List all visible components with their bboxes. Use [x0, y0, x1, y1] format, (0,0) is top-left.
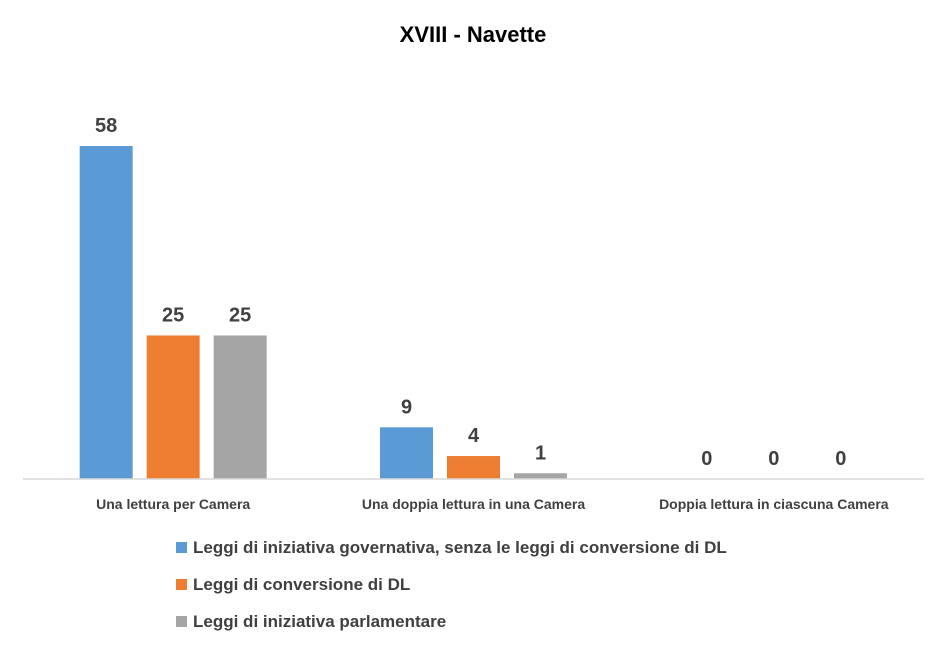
bar: [514, 473, 567, 479]
data-label: 25: [229, 304, 251, 326]
x-tick-label: Doppia lettura in ciascuna Camera: [659, 496, 889, 512]
bar: [146, 335, 200, 479]
data-label: 1: [535, 442, 546, 464]
x-tick-label: Una doppia lettura in una Camera: [362, 496, 585, 512]
x-axis-ticks: Una lettura per Camera Una doppia lettura…: [96, 496, 889, 512]
x-tick-label: Una lettura per Camera: [96, 496, 250, 512]
bar: [447, 456, 500, 479]
bar: [213, 335, 267, 479]
data-label: 4: [468, 425, 480, 447]
data-label: 0: [835, 448, 846, 470]
chart-title: XVIII - Navette: [400, 22, 547, 47]
bar: [380, 427, 433, 479]
data-label: 58: [95, 115, 117, 137]
bar: [79, 146, 133, 479]
legend: Leggi di iniziativa governativa, senza l…: [176, 538, 727, 631]
data-labels-layer: 58 25 25 9 4 1 0 0 0: [95, 115, 846, 470]
data-label: 25: [162, 304, 184, 326]
data-label: 0: [768, 448, 779, 470]
legend-label: Leggi di iniziativa governativa, senza l…: [193, 538, 727, 557]
bars-layer: [79, 146, 567, 479]
legend-swatch: [176, 542, 187, 553]
legend-swatch: [176, 616, 187, 627]
legend-label: Leggi di conversione di DL: [193, 575, 410, 594]
legend-label: Leggi di iniziativa parlamentare: [193, 612, 446, 631]
data-label: 0: [701, 448, 712, 470]
legend-swatch: [176, 579, 187, 590]
data-label: 9: [401, 396, 412, 418]
